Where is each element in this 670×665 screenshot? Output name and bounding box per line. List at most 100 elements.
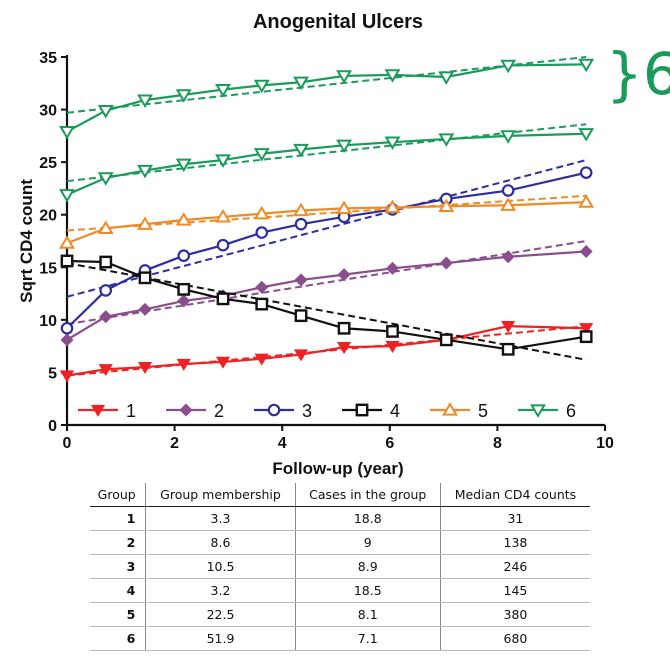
y-tick-label: 10: [39, 313, 57, 330]
data-point-3: [99, 284, 113, 297]
data-point-5: [137, 216, 153, 230]
cell-group: 5: [90, 602, 146, 627]
data-point-3: [255, 226, 269, 239]
chart-svg: Anogenital Ulcers Sqrt CD4 count Follow-…: [17, 11, 614, 478]
series-line-1: [66, 325, 587, 377]
x-tick-label: 8: [493, 435, 502, 452]
data-point-4: [386, 325, 399, 338]
legend-item-6: 6: [518, 401, 576, 421]
cell-cases: 8.1: [294, 602, 441, 627]
table-row: 5 22.5 8.1 380: [90, 602, 590, 627]
data-point-6: [137, 94, 153, 108]
series-group-6: [59, 123, 595, 203]
data-point-1: [254, 353, 269, 366]
table-row: 4 3.2 18.5 145: [90, 578, 590, 603]
data-point-2: [255, 280, 269, 294]
data-point-6: [500, 59, 517, 74]
header-group: Group: [90, 483, 146, 507]
legend-item-1: 1: [78, 401, 136, 421]
data-point-1: [501, 321, 516, 334]
data-point-3: [294, 217, 308, 231]
data-point-5: [293, 202, 309, 217]
legend-item-4: 4: [342, 401, 400, 421]
data-point-3: [216, 238, 230, 252]
y-tick-label: 5: [48, 365, 57, 382]
legend-label: 2: [214, 401, 224, 421]
legend-label: 3: [302, 401, 312, 421]
data-point-5: [578, 194, 595, 208]
cell-group: 4: [90, 578, 146, 603]
series-line-6: [66, 63, 587, 133]
series-line-6: [66, 132, 587, 196]
cell-cases: 9: [294, 530, 441, 555]
data-point-3: [579, 166, 593, 179]
table-row: 3 10.5 8.9 246: [90, 554, 590, 579]
y-tick-label: 0: [48, 418, 57, 435]
header-median-cd4: Median CD4 counts: [439, 483, 590, 507]
cell-median: 145: [439, 578, 590, 603]
legend-item-3: 3: [254, 401, 312, 421]
data-point-6: [97, 172, 114, 186]
cell-membership: 51.9: [145, 626, 296, 651]
legend-item-5: 5: [430, 401, 488, 421]
cell-membership: 8.6: [145, 530, 296, 555]
data-point-1: [98, 364, 113, 377]
data-point-1: [293, 349, 309, 362]
data-point-1: [215, 356, 231, 369]
x-tick-label: 0: [63, 435, 72, 452]
data-point-6: [384, 69, 401, 83]
y-tick-label: 30: [39, 103, 57, 120]
x-tick-label: 6: [385, 435, 394, 452]
x-axis-label: Follow-up (year): [272, 459, 403, 478]
series-line-5: [66, 200, 587, 245]
data-point-6: [293, 143, 309, 158]
series-line-3: [66, 171, 587, 330]
data-point-3: [60, 321, 74, 335]
cell-median: 246: [439, 554, 590, 579]
table-row: 2 8.6 9 138: [90, 530, 590, 555]
cell-membership: 22.5: [145, 602, 296, 627]
data-point-2: [501, 250, 515, 264]
data-point-6: [384, 136, 401, 151]
data-point-5: [175, 212, 192, 226]
cell-median: 380: [439, 602, 590, 627]
legend-marker: [90, 404, 106, 417]
data-point-6: [578, 128, 595, 142]
legend-marker: [355, 403, 369, 417]
data-point-2: [99, 310, 113, 324]
data-point-6: [253, 79, 270, 94]
legend-marker: [179, 403, 193, 417]
cell-membership: 3.3: [145, 506, 296, 531]
data-point-5: [253, 205, 270, 220]
data-point-4: [255, 297, 269, 311]
data-point-1: [336, 342, 352, 355]
cell-cases: 18.5: [294, 578, 441, 603]
series-line-2: [66, 250, 587, 341]
y-tick-label: 15: [39, 260, 57, 277]
data-point-2: [177, 294, 191, 308]
legend-label: 5: [478, 401, 488, 421]
cell-median: 138: [439, 530, 590, 555]
series-group-6: [59, 56, 595, 140]
data-point-6: [137, 164, 153, 179]
data-point-5: [500, 197, 517, 211]
data-point-4: [60, 254, 74, 268]
legend-marker: [442, 402, 458, 416]
legend-label: 1: [126, 401, 136, 421]
trend-line-3: [66, 159, 587, 298]
data-point-1: [579, 323, 594, 336]
legend-item-2: 2: [166, 401, 224, 421]
x-tick-label: 10: [596, 435, 614, 452]
cell-group: 2: [90, 530, 146, 555]
data-point-6: [97, 104, 114, 119]
data-point-6: [500, 130, 517, 144]
data-point-6: [215, 83, 231, 98]
cell-membership: 3.2: [145, 578, 296, 603]
header-group-membership: Group membership: [145, 483, 296, 507]
cell-median: 31: [439, 506, 590, 531]
data-point-2: [138, 302, 152, 316]
data-point-4: [138, 271, 152, 285]
data-point-3: [501, 184, 515, 197]
table-header-row: Group Group membership Cases in the grou…: [90, 483, 590, 507]
series-group-5: [59, 194, 595, 249]
